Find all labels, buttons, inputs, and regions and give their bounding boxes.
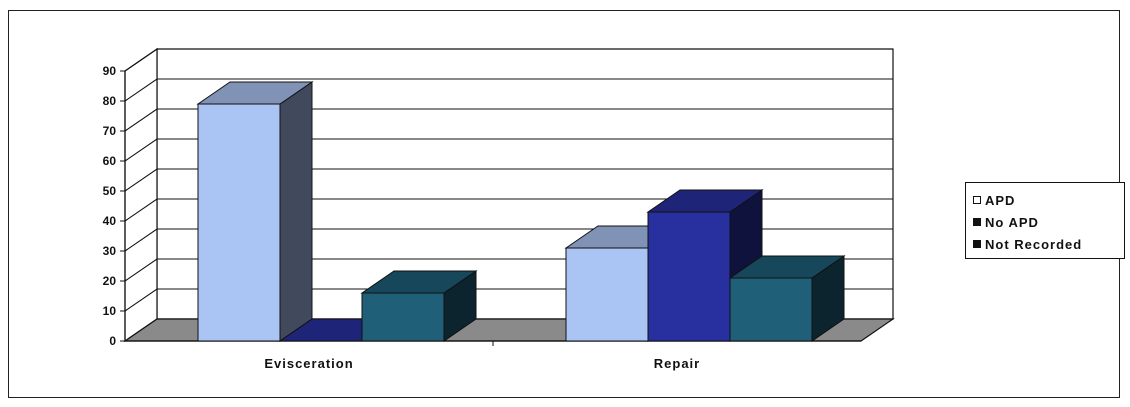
bar-front (197, 103, 281, 342)
bar-evisceration-apd (196, 81, 314, 342)
bar-repair-no-apd (646, 189, 764, 342)
gridline (124, 48, 893, 72)
legend-swatch (973, 218, 981, 226)
gridline (124, 198, 893, 222)
y-tick-label: 40 (103, 214, 117, 228)
legend-swatch (973, 196, 981, 204)
bar-evisceration-not-recorded (360, 270, 478, 342)
y-tick-label: 0 (109, 334, 116, 348)
y-tick-label: 20 (103, 274, 117, 288)
y-tick-label: 50 (103, 184, 117, 198)
legend: APD No APD Not Recorded (965, 182, 1125, 259)
bar-front (647, 211, 731, 342)
gridline (124, 168, 893, 192)
x-category-label: Repair (654, 356, 700, 371)
y-tick-label: 90 (103, 64, 117, 78)
gridline (124, 108, 893, 132)
chart-plot: 0 10 20 30 40 50 60 70 80 90 Evisceration Repair (103, 47, 895, 371)
legend-item-apd: APD (973, 189, 1124, 211)
gridline (124, 78, 893, 102)
bar-repair-not-recorded (728, 255, 846, 342)
bar-front (729, 277, 813, 342)
legend-label: Not Recorded (985, 236, 1083, 252)
side-wall (124, 47, 158, 343)
x-category-label: Evisceration (264, 356, 353, 371)
gridline (124, 138, 893, 162)
legend-item-not-recorded: Not Recorded (973, 233, 1124, 255)
bar-front (361, 292, 445, 342)
y-tick-label: 80 (103, 94, 117, 108)
legend-swatch (973, 240, 981, 248)
bar-front (565, 247, 649, 342)
legend-item-no-apd: No APD (973, 211, 1124, 233)
chart-frame: 0 10 20 30 40 50 60 70 80 90 Evisceration Repair A… (8, 10, 1125, 398)
y-tick-label: 30 (103, 244, 117, 258)
legend-label: APD (985, 192, 1016, 208)
y-tick-label: 70 (103, 124, 117, 138)
bar-side (279, 81, 313, 342)
y-tick-label: 60 (103, 154, 117, 168)
legend-label: No APD (985, 214, 1039, 230)
y-tick-label: 10 (103, 304, 117, 318)
